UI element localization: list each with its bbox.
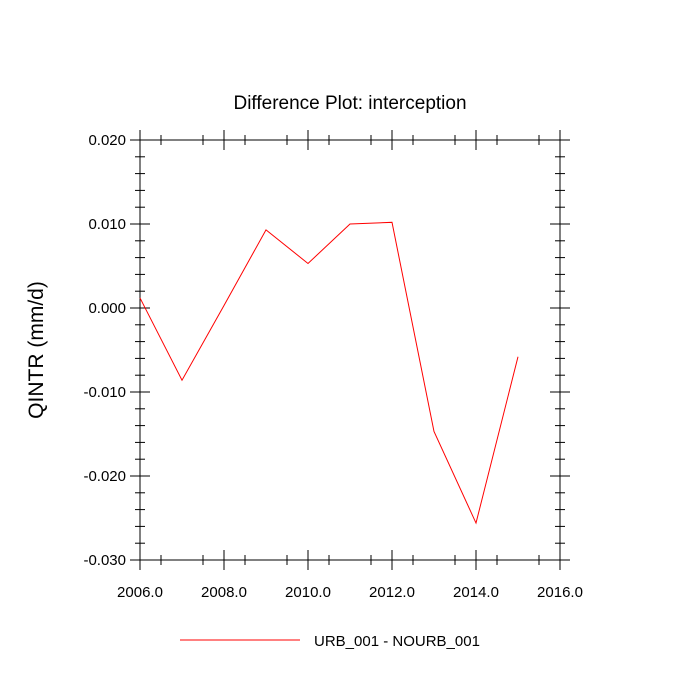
y-tick-label: -0.030 [83,552,126,569]
y-minor-ticks [135,156,565,544]
x-tick-label: 2012.0 [369,584,415,601]
y-tick-label: -0.010 [83,384,126,401]
x-axis: 2006.0 2008.0 2010.0 2012.0 2014.0 2016.0 [117,130,583,601]
series-line [139,221,519,525]
y-tick-label: 0.000 [88,300,126,317]
x-tick-label: 2016.0 [537,584,583,601]
x-tick-label: 2008.0 [201,584,247,601]
x-minor-ticks [160,135,540,565]
series-layer [139,221,519,525]
plot-frame [139,139,561,561]
y-tick-label: -0.020 [83,468,126,485]
y-tick-label: 0.020 [88,132,126,149]
x-tick-label: 2006.0 [117,584,163,601]
legend: URB_001 - NOURB_001 [180,633,480,650]
x-tick-label: 2014.0 [453,584,499,601]
chart-title: Difference Plot: interception [233,93,466,114]
y-axis: 0.020 0.010 0.000 -0.010 -0.020 -0.030 [83,132,570,569]
x-tick-label: 2010.0 [285,584,331,601]
legend-label: URB_001 - NOURB_001 [314,633,480,650]
y-tick-label: 0.010 [88,216,126,233]
y-axis-label: QINTR (mm/d) [25,281,48,419]
